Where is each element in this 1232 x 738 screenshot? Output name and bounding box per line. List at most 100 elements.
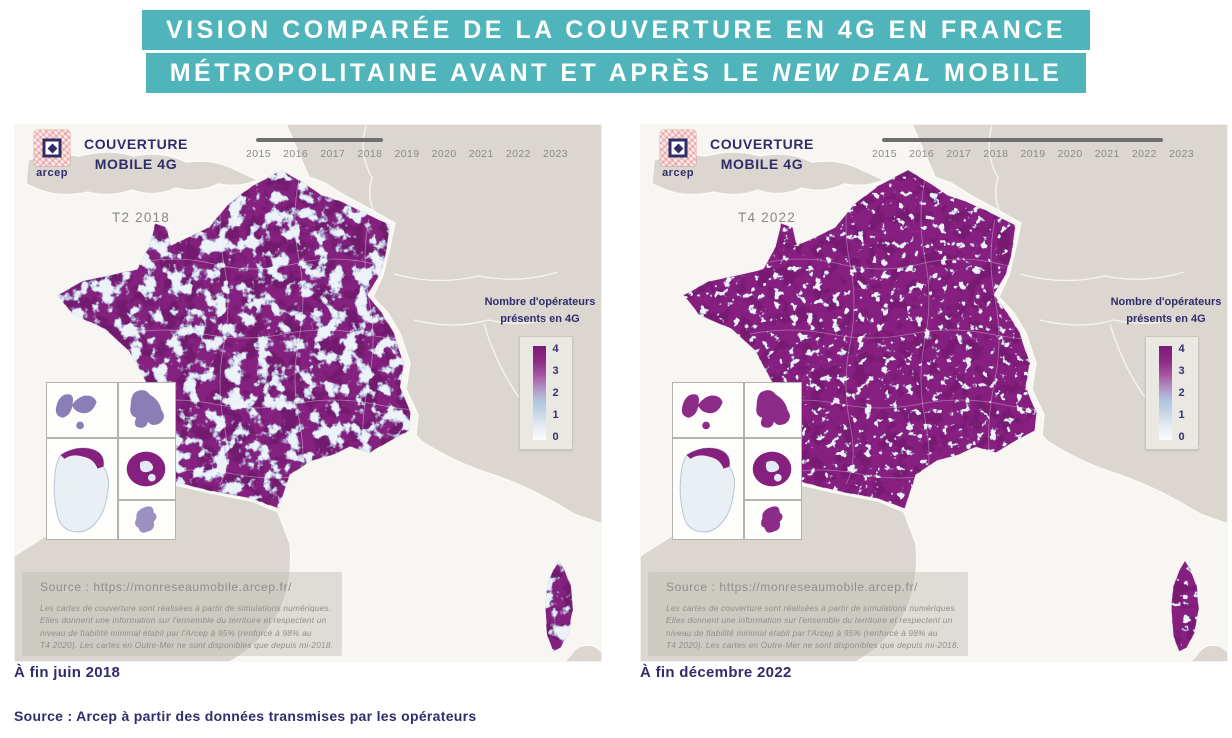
legend-ticks: 4 3 2 1 0 — [1178, 343, 1184, 443]
inset-cell-guyane — [672, 438, 744, 540]
timeline-track — [882, 138, 1184, 142]
legend-ticks: 4 3 2 1 0 — [552, 343, 558, 443]
overseas-inset-grid — [672, 382, 802, 540]
timeline-year: 2023 — [543, 147, 568, 160]
caption-2018: À fin juin 2018 — [14, 664, 121, 681]
inset-cell-guyane — [46, 438, 118, 540]
arcep-logo: arcep — [26, 130, 78, 179]
timeline-year: 2021 — [1094, 147, 1120, 160]
timeline-progress — [882, 138, 1163, 142]
footer-source: Source : Arcep à partir des données tran… — [14, 708, 477, 724]
inset-cell-guadeloupe — [46, 382, 118, 438]
map-source-block: Source : https://monreseaumobile.arcep.f… — [648, 572, 968, 656]
map-disclaimer: Les cartes de couverture sont réalisées … — [40, 602, 342, 652]
timeline-track — [256, 138, 558, 142]
maps-row: arcep COUVERTURE MOBILE 4G 2015 2016 201… — [14, 124, 1228, 662]
arcep-logo: arcep — [652, 130, 704, 179]
period-label: T2 2018 — [112, 210, 170, 225]
timeline-progress — [256, 138, 383, 142]
legend: 4 3 2 1 0 — [519, 336, 573, 450]
disclaimer-line: Elles donnent une information sur l'ense… — [666, 615, 953, 626]
legend-tick: 1 — [552, 409, 559, 421]
legend-title-line2: présents en 4G — [500, 312, 580, 325]
inset-cell-martinique — [118, 382, 176, 438]
map-title-line1: COUVERTURE — [709, 136, 814, 152]
banner-line2-after: MOBILE — [933, 59, 1063, 87]
timeline-years: 2015 2016 2017 2018 2019 2020 2021 2022 … — [246, 148, 568, 160]
inset-cell-mayotte — [744, 500, 802, 540]
inset-cell-reunion — [118, 438, 176, 500]
disclaimer-line: T4 2020). Les cartes en Outre-Mer ne son… — [666, 640, 960, 651]
legend-tick: 3 — [552, 365, 559, 377]
map-title-line2: MOBILE 4G — [94, 156, 178, 173]
timeline-year: 2021 — [468, 147, 494, 160]
inset-cell-martinique — [744, 382, 802, 438]
timeline-year: 2017 — [320, 147, 346, 160]
legend-title-line1: Nombre d'opérateurs — [484, 296, 596, 308]
legend-tick: 4 — [1178, 343, 1185, 355]
timeline-year: 2023 — [1169, 147, 1194, 160]
timeline-year: 2022 — [1131, 147, 1157, 160]
map-captions: À fin juin 2018 À fin décembre 2022 — [14, 664, 1228, 681]
legend-tick: 2 — [552, 387, 559, 399]
map-source-block: Source : https://monreseaumobile.arcep.f… — [22, 572, 342, 656]
legend: 4 3 2 1 0 — [1145, 336, 1199, 450]
timeline-year: 2016 — [283, 147, 309, 160]
legend-tick: 3 — [1178, 365, 1185, 377]
timeline-year: 2018 — [983, 147, 1009, 160]
disclaimer-line: T4 2020). Les cartes en Outre-Mer ne son… — [40, 640, 334, 651]
timeline: 2015 2016 2017 2018 2019 2020 2021 2022 … — [246, 138, 568, 160]
legend-title: Nombre d'opérateurs présents en 4G — [478, 294, 602, 327]
legend-tick: 0 — [1178, 431, 1185, 443]
timeline-year: 2022 — [505, 147, 531, 160]
timeline-year: 2019 — [1020, 147, 1046, 160]
title-banner: VISION COMPARÉE DE LA COUVERTURE EN 4G E… — [0, 10, 1232, 93]
map-panel-2022: arcep COUVERTURE MOBILE 4G 2015 2016 201… — [640, 124, 1228, 662]
timeline-year: 2015 — [246, 147, 271, 160]
timeline: 2015 2016 2017 2018 2019 2020 2021 2022 … — [872, 138, 1194, 160]
banner-line2-before: MÉTROPOLITAINE AVANT ET APRÈS LE — [169, 59, 773, 87]
timeline-year: 2018 — [357, 147, 383, 160]
map-disclaimer: Les cartes de couverture sont réalisées … — [666, 602, 968, 652]
legend-title-line2: présents en 4G — [1126, 312, 1206, 325]
timeline-year: 2017 — [946, 147, 972, 160]
map-title: COUVERTURE MOBILE 4G — [704, 134, 820, 175]
legend-gradient-bar — [533, 346, 547, 440]
disclaimer-line: niveau de fiabilité minimal établi par l… — [40, 627, 312, 638]
legend-tick: 4 — [552, 343, 559, 355]
banner-title-line1: VISION COMPARÉE DE LA COUVERTURE EN 4G E… — [141, 10, 1091, 50]
timeline-year: 2019 — [394, 147, 420, 160]
timeline-year: 2020 — [1057, 147, 1083, 160]
period-label: T4 2022 — [738, 210, 796, 225]
france-coverage-map-2018 — [14, 124, 602, 662]
banner-line2-italic: NEW DEAL — [772, 59, 934, 87]
arcep-logo-icon — [660, 130, 696, 166]
legend-tick: 1 — [1178, 409, 1185, 421]
map-source-link[interactable]: Source : https://monreseaumobile.arcep.f… — [666, 580, 918, 594]
disclaimer-line: Les cartes de couverture sont réalisées … — [40, 603, 332, 613]
inset-cell-reunion — [744, 438, 802, 500]
timeline-year: 2016 — [909, 147, 935, 160]
banner-title-line2: MÉTROPOLITAINE AVANT ET APRÈS LE NEW DEA… — [145, 53, 1087, 93]
disclaimer-line: Elles donnent une information sur l'ense… — [40, 615, 327, 626]
overseas-inset-grid — [46, 382, 176, 540]
legend-title-line1: Nombre d'opérateurs — [1110, 296, 1222, 308]
map-title: COUVERTURE MOBILE 4G — [78, 134, 194, 175]
disclaimer-line: niveau de fiabilité minimal établi par l… — [666, 627, 938, 638]
legend-tick: 0 — [552, 431, 559, 443]
legend-tick: 2 — [1178, 387, 1185, 399]
timeline-year: 2015 — [872, 147, 897, 160]
map-title-line2: MOBILE 4G — [720, 156, 804, 173]
legend-gradient-bar — [1159, 346, 1173, 440]
map-source-link[interactable]: Source : https://monreseaumobile.arcep.f… — [40, 580, 292, 594]
arcep-logo-text: arcep — [662, 167, 694, 179]
timeline-years: 2015 2016 2017 2018 2019 2020 2021 2022 … — [872, 148, 1194, 160]
map-title-line1: COUVERTURE — [83, 136, 188, 152]
disclaimer-line: Les cartes de couverture sont réalisées … — [666, 603, 958, 613]
inset-cell-guadeloupe — [672, 382, 744, 438]
timeline-year: 2020 — [431, 147, 457, 160]
legend-title: Nombre d'opérateurs présents en 4G — [1104, 294, 1228, 327]
inset-cell-mayotte — [118, 500, 176, 540]
arcep-logo-icon — [34, 130, 70, 166]
